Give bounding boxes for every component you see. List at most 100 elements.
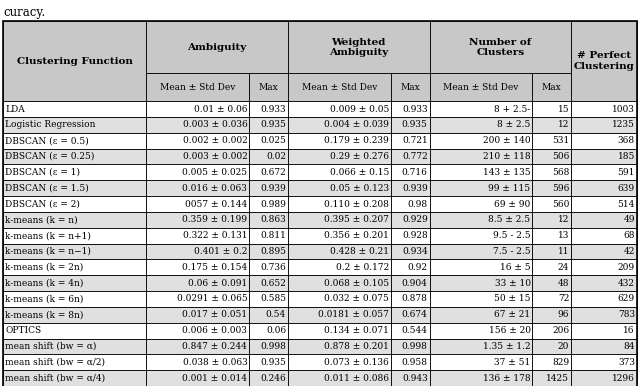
Bar xyxy=(391,354,429,370)
Bar xyxy=(288,117,391,133)
Bar xyxy=(429,164,532,180)
Bar xyxy=(249,323,288,339)
Bar xyxy=(429,73,532,101)
Text: 0.998: 0.998 xyxy=(402,342,428,351)
Bar xyxy=(429,339,532,354)
Bar xyxy=(429,307,532,323)
Text: 0.585: 0.585 xyxy=(260,295,286,303)
Text: k-means (k = 6n): k-means (k = 6n) xyxy=(5,295,83,303)
Bar xyxy=(147,275,249,291)
Text: 0.29 ± 0.276: 0.29 ± 0.276 xyxy=(330,152,389,161)
Bar xyxy=(572,164,637,180)
Bar xyxy=(249,354,288,370)
Bar xyxy=(3,21,147,101)
Text: 50 ± 15: 50 ± 15 xyxy=(494,295,531,303)
Bar xyxy=(147,196,249,212)
Bar xyxy=(429,323,532,339)
Bar xyxy=(532,291,572,307)
Bar xyxy=(429,133,532,149)
Bar xyxy=(3,291,147,307)
Bar xyxy=(3,259,147,275)
Bar xyxy=(532,133,572,149)
Text: 0.0181 ± 0.057: 0.0181 ± 0.057 xyxy=(318,310,389,319)
Text: 0.544: 0.544 xyxy=(402,326,428,335)
Bar xyxy=(429,180,532,196)
Bar xyxy=(249,370,288,386)
Text: 0.811: 0.811 xyxy=(260,231,286,240)
Bar xyxy=(288,21,429,73)
Bar xyxy=(288,370,391,386)
Bar xyxy=(147,21,288,73)
Bar xyxy=(532,323,572,339)
Bar xyxy=(288,196,391,212)
Bar xyxy=(572,149,637,164)
Bar xyxy=(572,196,637,212)
Text: 0.895: 0.895 xyxy=(260,247,286,256)
Text: 591: 591 xyxy=(618,168,635,177)
Bar xyxy=(391,244,429,259)
Bar xyxy=(147,164,249,180)
Text: 0.110 ± 0.208: 0.110 ± 0.208 xyxy=(324,200,389,208)
Bar xyxy=(288,21,429,73)
Bar xyxy=(3,323,147,339)
Text: 0.179 ± 0.239: 0.179 ± 0.239 xyxy=(324,136,389,145)
Bar xyxy=(429,196,532,212)
Text: 0.05 ± 0.123: 0.05 ± 0.123 xyxy=(330,184,389,193)
Bar xyxy=(147,180,249,196)
Bar xyxy=(288,101,391,117)
Bar xyxy=(3,180,147,196)
Text: 1003: 1003 xyxy=(612,105,635,113)
Text: 373: 373 xyxy=(618,358,635,367)
Text: 69 ± 90: 69 ± 90 xyxy=(494,200,531,208)
Text: 68: 68 xyxy=(623,231,635,240)
Bar xyxy=(532,196,572,212)
Text: 8 ± 2.5: 8 ± 2.5 xyxy=(497,120,531,129)
Bar xyxy=(532,180,572,196)
Bar xyxy=(3,244,147,259)
Text: 49: 49 xyxy=(623,215,635,224)
Bar xyxy=(147,73,249,101)
Bar xyxy=(532,149,572,164)
Bar xyxy=(147,244,249,259)
Bar xyxy=(572,101,637,117)
Text: Weighted
Ambiguity: Weighted Ambiguity xyxy=(329,37,388,57)
Text: LDA: LDA xyxy=(5,105,25,113)
Bar xyxy=(532,196,572,212)
Bar xyxy=(288,275,391,291)
Bar xyxy=(147,370,249,386)
Bar xyxy=(391,164,429,180)
Text: 200 ± 140: 200 ± 140 xyxy=(483,136,531,145)
Bar xyxy=(429,228,532,244)
Bar xyxy=(288,307,391,323)
Text: k-means (k = 4n): k-means (k = 4n) xyxy=(5,279,83,288)
Text: 99 ± 115: 99 ± 115 xyxy=(488,184,531,193)
Bar xyxy=(391,196,429,212)
Bar xyxy=(249,149,288,164)
Bar xyxy=(3,354,147,370)
Bar xyxy=(391,164,429,180)
Bar xyxy=(572,370,637,386)
Text: 0.06: 0.06 xyxy=(266,326,286,335)
Bar xyxy=(429,339,532,354)
Text: 72: 72 xyxy=(558,295,570,303)
Bar xyxy=(249,164,288,180)
Bar xyxy=(532,212,572,228)
Bar xyxy=(3,164,147,180)
Bar xyxy=(429,212,532,228)
Text: 0.068 ± 0.105: 0.068 ± 0.105 xyxy=(324,279,389,288)
Bar xyxy=(429,117,532,133)
Bar xyxy=(249,133,288,149)
Bar xyxy=(3,133,147,149)
Bar xyxy=(391,339,429,354)
Text: 0.005 ± 0.025: 0.005 ± 0.025 xyxy=(182,168,247,177)
Bar xyxy=(391,370,429,386)
Bar xyxy=(288,212,391,228)
Text: mean shift (bw = α/2): mean shift (bw = α/2) xyxy=(5,358,105,367)
Bar xyxy=(3,196,147,212)
Bar xyxy=(429,244,532,259)
Bar xyxy=(391,244,429,259)
Bar xyxy=(288,244,391,259)
Bar xyxy=(572,354,637,370)
Text: 12: 12 xyxy=(558,120,570,129)
Bar xyxy=(572,244,637,259)
